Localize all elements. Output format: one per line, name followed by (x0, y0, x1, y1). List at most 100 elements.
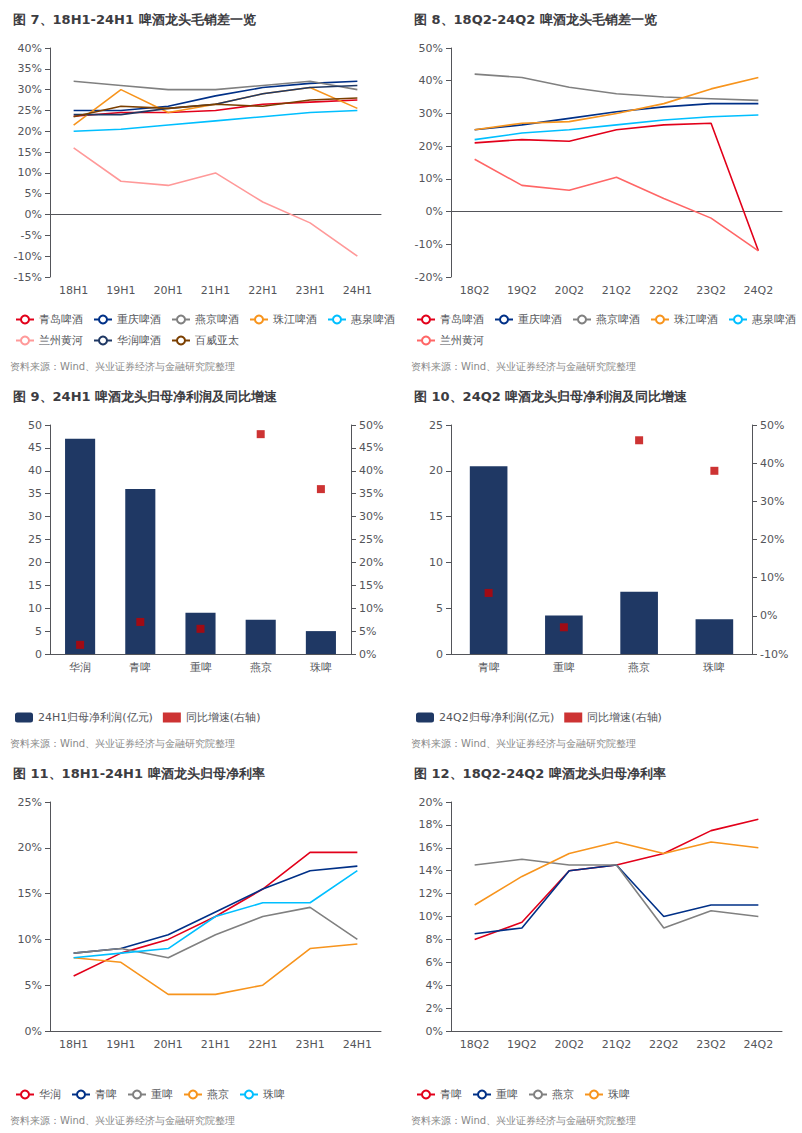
svg-text:18Q2: 18Q2 (460, 284, 490, 297)
svg-text:重啤: 重啤 (190, 661, 212, 674)
svg-text:-20%: -20% (415, 271, 443, 284)
svg-text:20%: 20% (18, 125, 42, 138)
svg-text:0%: 0% (25, 208, 42, 221)
svg-text:珠啤: 珠啤 (608, 1088, 630, 1101)
svg-text:25%: 25% (359, 533, 383, 546)
svg-text:50%: 50% (760, 419, 784, 432)
svg-text:21Q2: 21Q2 (602, 284, 632, 297)
svg-text:同比增速(右轴): 同比增速(右轴) (186, 711, 261, 724)
svg-text:35: 35 (28, 487, 42, 500)
svg-text:惠泉啤酒: 惠泉啤酒 (751, 313, 796, 326)
svg-text:8%: 8% (426, 933, 443, 946)
svg-text:40%: 40% (18, 42, 42, 55)
svg-text:10%: 10% (18, 166, 42, 179)
svg-text:燕京: 燕京 (250, 661, 272, 674)
svg-text:青啤: 青啤 (129, 661, 151, 674)
svg-text:40%: 40% (419, 74, 443, 87)
svg-text:20%: 20% (419, 140, 443, 153)
svg-text:青啤: 青啤 (478, 661, 500, 674)
svg-text:40%: 40% (359, 464, 383, 477)
svg-text:45: 45 (28, 441, 42, 454)
svg-text:16%: 16% (419, 841, 443, 854)
svg-text:青啤: 青啤 (95, 1088, 117, 1101)
svg-text:10: 10 (429, 556, 443, 569)
svg-text:24Q2: 24Q2 (744, 1038, 774, 1051)
svg-text:14%: 14% (419, 864, 443, 877)
svg-text:6%: 6% (426, 956, 443, 969)
svg-text:重啤: 重啤 (553, 661, 575, 674)
svg-text:20H1: 20H1 (154, 1038, 183, 1051)
svg-text:5: 5 (436, 602, 443, 615)
svg-text:24H1: 24H1 (343, 284, 372, 297)
svg-text:15%: 15% (18, 887, 42, 900)
svg-text:25: 25 (28, 533, 42, 546)
svg-text:24Q2: 24Q2 (744, 284, 774, 297)
svg-text:华润: 华润 (39, 1088, 61, 1101)
svg-text:23Q2: 23Q2 (696, 284, 726, 297)
svg-text:25%: 25% (18, 796, 42, 809)
svg-text:25: 25 (429, 419, 443, 432)
svg-text:图 8、18Q2-24Q2 啤酒龙头毛销差一览: 图 8、18Q2-24Q2 啤酒龙头毛销差一览 (414, 12, 657, 27)
svg-text:10%: 10% (760, 571, 784, 584)
svg-text:15%: 15% (18, 146, 42, 159)
svg-text:15%: 15% (359, 579, 383, 592)
svg-text:20: 20 (28, 556, 42, 569)
svg-text:12%: 12% (419, 887, 443, 900)
svg-text:珠江啤酒: 珠江啤酒 (273, 313, 317, 326)
svg-text:19H1: 19H1 (106, 1038, 135, 1051)
svg-text:15: 15 (28, 579, 42, 592)
svg-text:20%: 20% (419, 796, 443, 809)
svg-text:21H1: 21H1 (201, 284, 230, 297)
svg-text:24H1: 24H1 (343, 1038, 372, 1051)
svg-text:5: 5 (35, 625, 42, 638)
svg-text:18H1: 18H1 (59, 1038, 88, 1051)
svg-text:40: 40 (28, 464, 42, 477)
svg-text:30%: 30% (18, 83, 42, 96)
svg-text:22Q2: 22Q2 (649, 284, 679, 297)
svg-text:4%: 4% (426, 979, 443, 992)
svg-text:18Q2: 18Q2 (460, 1038, 490, 1051)
svg-text:20Q2: 20Q2 (554, 1038, 584, 1051)
svg-text:30%: 30% (359, 510, 383, 523)
svg-text:20%: 20% (760, 533, 784, 546)
svg-text:-10%: -10% (415, 238, 443, 251)
svg-text:18H1: 18H1 (59, 284, 88, 297)
svg-text:19Q2: 19Q2 (507, 1038, 537, 1051)
svg-text:2%: 2% (426, 1002, 443, 1015)
svg-text:珠啤: 珠啤 (310, 661, 332, 674)
svg-text:25%: 25% (18, 104, 42, 117)
svg-text:燕京: 燕京 (628, 661, 650, 674)
svg-text:19H1: 19H1 (106, 284, 135, 297)
svg-text:24H1归母净利润(亿元): 24H1归母净利润(亿元) (38, 711, 153, 724)
svg-text:24Q2归母净利润(亿元): 24Q2归母净利润(亿元) (439, 711, 554, 724)
svg-text:珠江啤酒: 珠江啤酒 (674, 313, 718, 326)
svg-text:23H1: 23H1 (295, 284, 324, 297)
svg-text:燕京: 燕京 (552, 1088, 574, 1101)
svg-text:0%: 0% (25, 1025, 42, 1038)
svg-text:-5%: -5% (21, 229, 42, 242)
svg-text:图 9、24H1 啤酒龙头归母净利润及同比增速: 图 9、24H1 啤酒龙头归母净利润及同比增速 (13, 389, 278, 404)
svg-text:惠泉啤酒: 惠泉啤酒 (350, 313, 395, 326)
svg-text:10%: 10% (18, 933, 42, 946)
svg-text:20%: 20% (18, 841, 42, 854)
svg-text:0%: 0% (426, 205, 443, 218)
svg-text:35%: 35% (18, 62, 42, 75)
svg-text:30%: 30% (760, 495, 784, 508)
svg-text:图 7、18H1-24H1 啤酒龙头毛销差一览: 图 7、18H1-24H1 啤酒龙头毛销差一览 (13, 12, 256, 27)
svg-text:10%: 10% (419, 172, 443, 185)
svg-text:青啤: 青啤 (440, 1088, 462, 1101)
svg-text:华润啤酒: 华润啤酒 (117, 334, 161, 347)
svg-text:21H1: 21H1 (201, 1038, 230, 1051)
svg-text:青岛啤酒: 青岛啤酒 (440, 313, 484, 326)
svg-text:图 12、18Q2-24Q2 啤酒龙头归母净利率: 图 12、18Q2-24Q2 啤酒龙头归母净利率 (414, 766, 666, 781)
svg-text:重啤: 重啤 (496, 1088, 518, 1101)
svg-text:珠啤: 珠啤 (263, 1088, 285, 1101)
svg-text:-10%: -10% (14, 250, 42, 263)
svg-text:资料来源：Wind、兴业证券经济与金融研究院整理: 资料来源：Wind、兴业证券经济与金融研究院整理 (10, 738, 235, 749)
svg-text:0%: 0% (426, 1025, 443, 1038)
svg-text:35%: 35% (359, 487, 383, 500)
svg-text:50: 50 (28, 419, 42, 432)
svg-text:10: 10 (28, 602, 42, 615)
svg-text:22Q2: 22Q2 (649, 1038, 679, 1051)
svg-text:资料来源：Wind、兴业证券经济与金融研究院整理: 资料来源：Wind、兴业证券经济与金融研究院整理 (10, 1115, 235, 1126)
